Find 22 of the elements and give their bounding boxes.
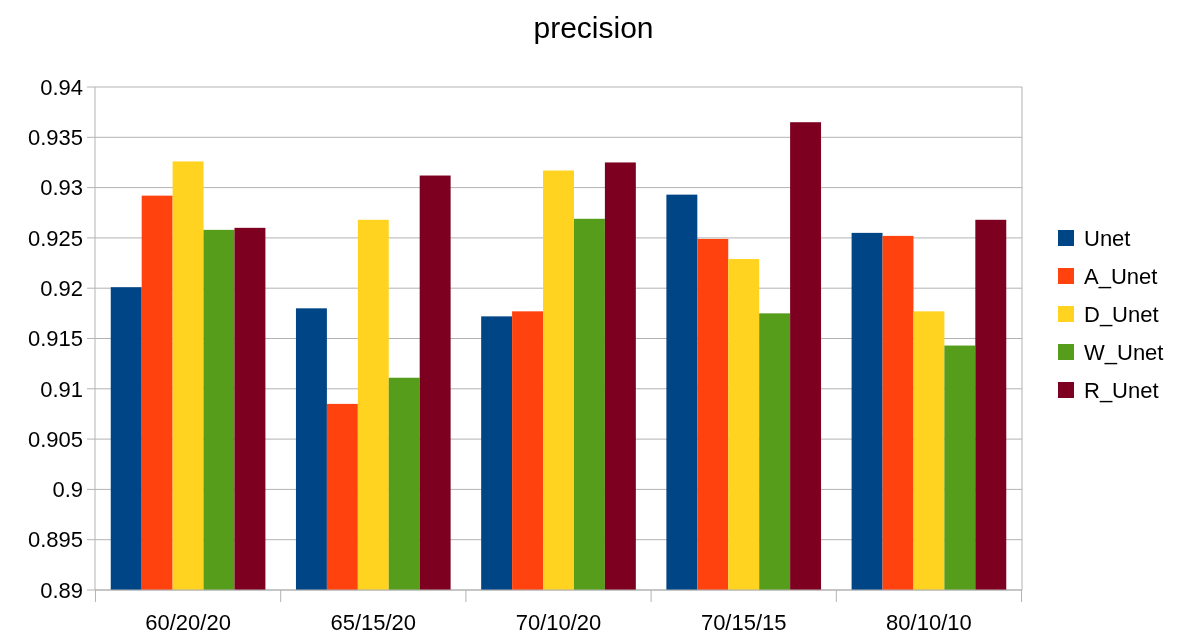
y-tick-label: 0.895	[27, 527, 83, 553]
y-tick-label: 0.915	[27, 326, 83, 352]
y-tick-label: 0.92	[40, 275, 83, 301]
x-tick-label: 65/15/20	[330, 610, 417, 635]
x-tick-label: 70/10/20	[515, 610, 602, 635]
y-tick-label: 0.94	[40, 74, 83, 100]
y-tick-label: 0.925	[27, 225, 83, 251]
y-tick-label: 0.9	[52, 477, 83, 503]
y-tick-label: 0.93	[40, 175, 83, 201]
y-tick-label: 0.89	[40, 577, 83, 603]
legend-label: A_Unet	[1084, 263, 1158, 289]
legend-label: R_Unet	[1084, 377, 1159, 403]
x-tick-label: 70/15/15	[700, 610, 787, 635]
x-tick-label: 80/10/10	[886, 610, 972, 635]
y-tick-label: 0.935	[27, 125, 83, 150]
legend-label: W_Unet	[1084, 339, 1164, 365]
y-tick-label: 0.905	[27, 426, 83, 452]
y-tick-label: 0.91	[40, 376, 83, 402]
legend-label: Unet	[1084, 225, 1131, 251]
x-tick-label: 60/20/20	[145, 610, 231, 635]
legend-label: D_Unet	[1084, 301, 1159, 327]
chart-title: precision	[533, 11, 654, 44]
